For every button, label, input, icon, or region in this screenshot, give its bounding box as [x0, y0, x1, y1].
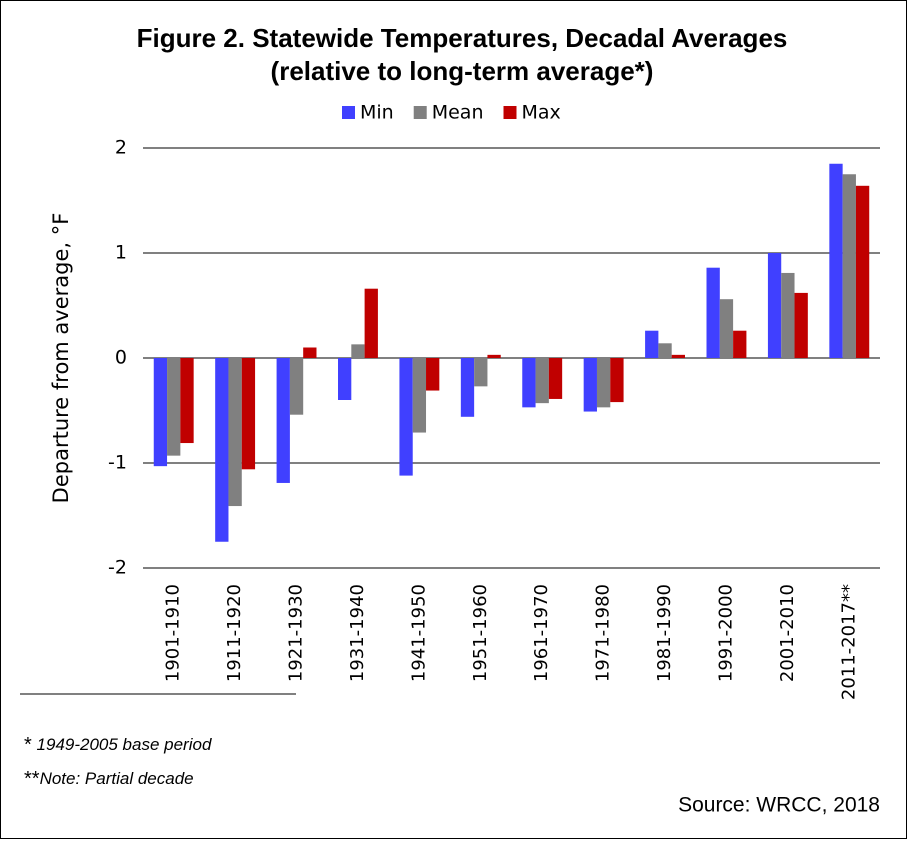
x-tick-label: 1921-1930 [286, 584, 307, 682]
bar [153, 358, 168, 467]
chart-title: Figure 2. Statewide Temperatures, Decada… [137, 23, 788, 53]
bar [645, 330, 659, 358]
legend-swatch [503, 106, 517, 119]
legend-label: Min [360, 102, 394, 124]
legend-swatch [413, 106, 427, 119]
x-tick-label: 1961-1970 [531, 584, 552, 682]
bar [658, 343, 672, 358]
y-tick-label: 2 [115, 137, 127, 159]
bar [794, 292, 808, 358]
bar [351, 344, 365, 358]
bar [474, 358, 488, 387]
x-tick-label: 2001-2010 [777, 584, 798, 682]
y-tick-label: 1 [115, 242, 127, 264]
x-tick-label: 2011-2017** [838, 584, 859, 700]
bar [855, 185, 870, 358]
note-text: 1949-2005 base period [37, 735, 212, 754]
x-tick-label: 1971-1980 [593, 584, 614, 682]
bar [241, 358, 256, 470]
bar [460, 358, 475, 417]
bar [276, 358, 290, 483]
x-tick-label: 1911-1920 [224, 584, 245, 682]
bar [364, 288, 378, 358]
bar [596, 358, 611, 408]
bar [303, 347, 317, 358]
bar [733, 330, 747, 358]
bar [167, 358, 181, 456]
note-marker: ** [24, 768, 40, 790]
bar [215, 358, 229, 542]
bar [548, 358, 563, 399]
note-text: Note: Partial decade [40, 769, 194, 788]
x-tick-label: 1981-1990 [654, 584, 675, 682]
footnote: * 1949-2005 base period [24, 734, 212, 756]
source: Source: WRCC, 2018 [678, 794, 880, 817]
bar [426, 358, 440, 391]
bar [781, 272, 795, 358]
bar [535, 358, 549, 404]
bar [487, 354, 501, 358]
x-tick-label: 1991-2000 [715, 584, 736, 682]
footnote: **Note: Partial decade [24, 768, 194, 790]
bar [719, 299, 734, 358]
legend-label: Mean [432, 102, 484, 124]
bar [522, 358, 536, 408]
bar [228, 358, 242, 507]
legend-swatch [342, 106, 355, 119]
bar [706, 267, 720, 358]
x-tick-label: 1941-1950 [408, 584, 429, 682]
note-marker: * [24, 734, 32, 756]
bar [829, 163, 843, 358]
x-tick-label: 1951-1960 [470, 584, 491, 682]
y-tick-label: -1 [108, 452, 127, 474]
bar [671, 354, 685, 358]
bar [767, 253, 782, 358]
y-tick-label: 0 [115, 347, 127, 369]
bar [583, 358, 597, 412]
y-tick-label: -2 [108, 557, 127, 579]
x-tick-label: 1901-1910 [163, 584, 184, 682]
bar [610, 358, 624, 403]
legend-label: Max [522, 102, 561, 124]
x-tick-label: 1931-1940 [347, 584, 368, 682]
bar [289, 358, 304, 415]
chart-subtitle: (relative to long-term average*) [271, 56, 654, 86]
bar [180, 358, 194, 444]
bar [412, 358, 427, 433]
bar [338, 358, 352, 400]
bar [399, 358, 413, 476]
bar [842, 174, 856, 358]
y-axis-label: Departure from average, °F [49, 213, 73, 504]
